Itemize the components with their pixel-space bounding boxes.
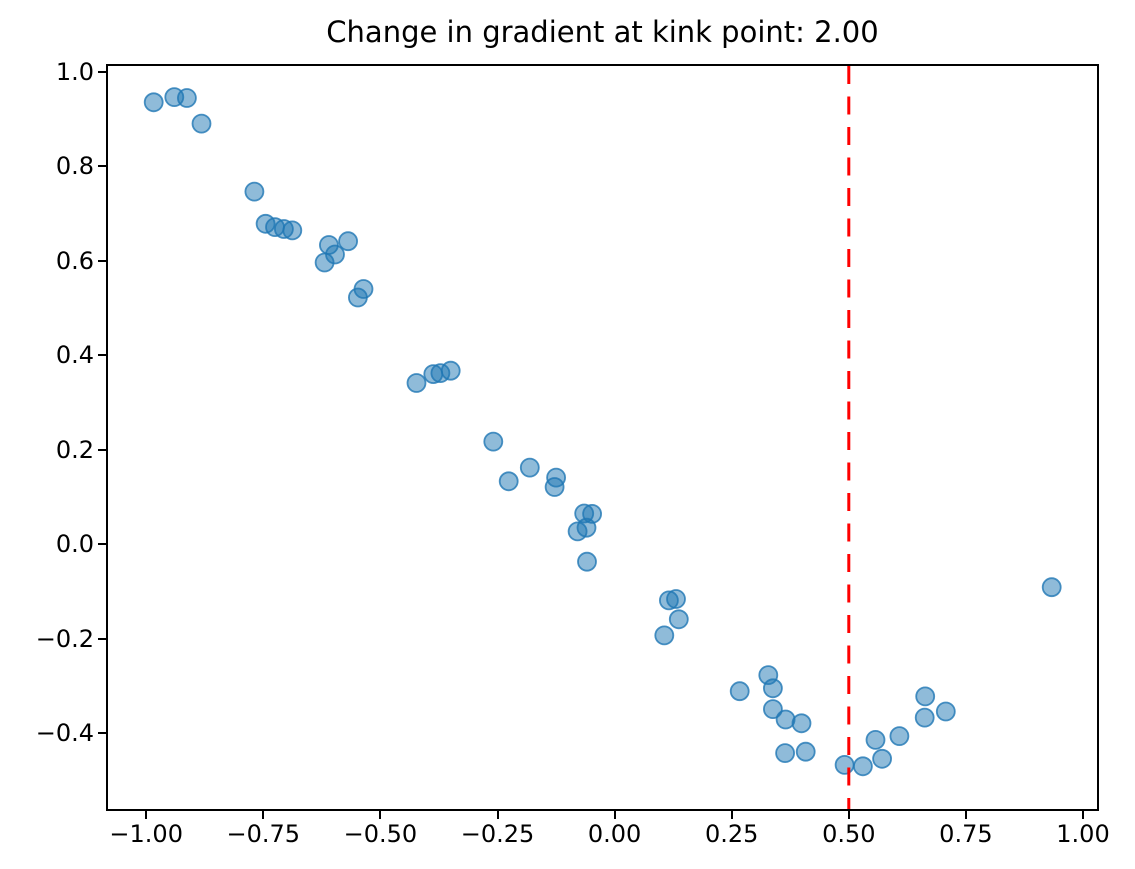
scatter-point	[143, 92, 164, 113]
scatter-point	[872, 748, 892, 769]
scatter-point	[338, 231, 359, 252]
x-tick-label: 0.50	[822, 820, 876, 848]
x-tick-label: −0.25	[460, 820, 535, 848]
scatter-point	[519, 457, 540, 478]
scatter-point	[282, 220, 303, 241]
x-axis-tick	[613, 811, 616, 819]
scatter-point	[775, 709, 796, 730]
y-axis-tick	[98, 354, 106, 357]
x-axis-tick	[730, 811, 733, 819]
y-tick-label: −0.4	[35, 719, 94, 748]
scatter-point	[666, 589, 686, 609]
x-tick-label: −1.00	[109, 820, 183, 848]
y-tick-label: 0.8	[55, 152, 94, 181]
scatter-point	[577, 551, 597, 572]
scatter-point	[935, 701, 956, 722]
scatter-point	[483, 431, 504, 452]
scatter-point	[314, 252, 335, 273]
y-tick-label: 0.2	[55, 435, 94, 464]
scatter-point	[1041, 577, 1062, 598]
y-axis-tick	[98, 543, 106, 546]
scatter-point	[498, 471, 519, 492]
scatter-point	[406, 373, 427, 393]
scatter-point	[865, 730, 886, 750]
y-axis-tick	[98, 732, 106, 735]
chart-title: Change in gradient at kink point: 2.00	[326, 15, 879, 49]
scatter-point	[347, 287, 368, 308]
scatter-point	[440, 360, 461, 381]
scatter-point	[889, 726, 910, 746]
scatter-point	[834, 755, 855, 775]
scatter-point	[915, 686, 936, 707]
x-tick-label: 0.25	[704, 820, 759, 848]
x-axis-tick	[262, 811, 265, 819]
x-tick-label: 0.75	[939, 820, 993, 848]
x-axis-tick	[1082, 811, 1084, 819]
y-axis-tick	[98, 259, 106, 262]
scatter-point	[729, 681, 750, 702]
x-axis-tick	[379, 811, 382, 819]
scatter-point	[177, 88, 197, 108]
scatter-point	[763, 699, 783, 719]
scatter-point	[244, 181, 265, 202]
scatter-plot-svg	[143, 66, 1062, 809]
x-tick-label: −0.50	[343, 820, 418, 848]
scatter-point	[763, 678, 783, 699]
y-tick-label: 0.4	[55, 341, 94, 370]
y-tick-label: 1.0	[55, 57, 94, 86]
y-tick-label: 0.0	[55, 530, 94, 559]
scatter-point	[775, 743, 795, 763]
x-axis-tick	[145, 811, 148, 819]
y-axis-tick	[98, 637, 106, 640]
y-axis-tick	[98, 70, 106, 73]
scatter-point	[795, 741, 816, 762]
scatter-point	[544, 477, 565, 497]
x-axis-tick	[496, 811, 499, 819]
x-axis-tick	[964, 811, 967, 819]
scatter-point	[668, 609, 689, 630]
y-axis-tick	[98, 165, 106, 168]
x-tick-label: −0.75	[226, 820, 301, 848]
x-tick-label: 1.00	[1056, 820, 1110, 848]
y-tick-label: 0.6	[55, 246, 94, 275]
plot-area	[106, 64, 1099, 811]
scatter-point	[654, 625, 675, 646]
y-axis-tick	[98, 448, 106, 451]
scatter-point	[914, 707, 935, 728]
x-axis-tick	[847, 811, 850, 819]
y-tick-label: −0.2	[35, 624, 94, 653]
x-tick-label: 0.00	[587, 820, 642, 848]
scatter-point	[853, 756, 873, 777]
scatter-point	[791, 713, 812, 734]
scatter-point	[191, 113, 212, 134]
scatter-point	[567, 521, 588, 542]
